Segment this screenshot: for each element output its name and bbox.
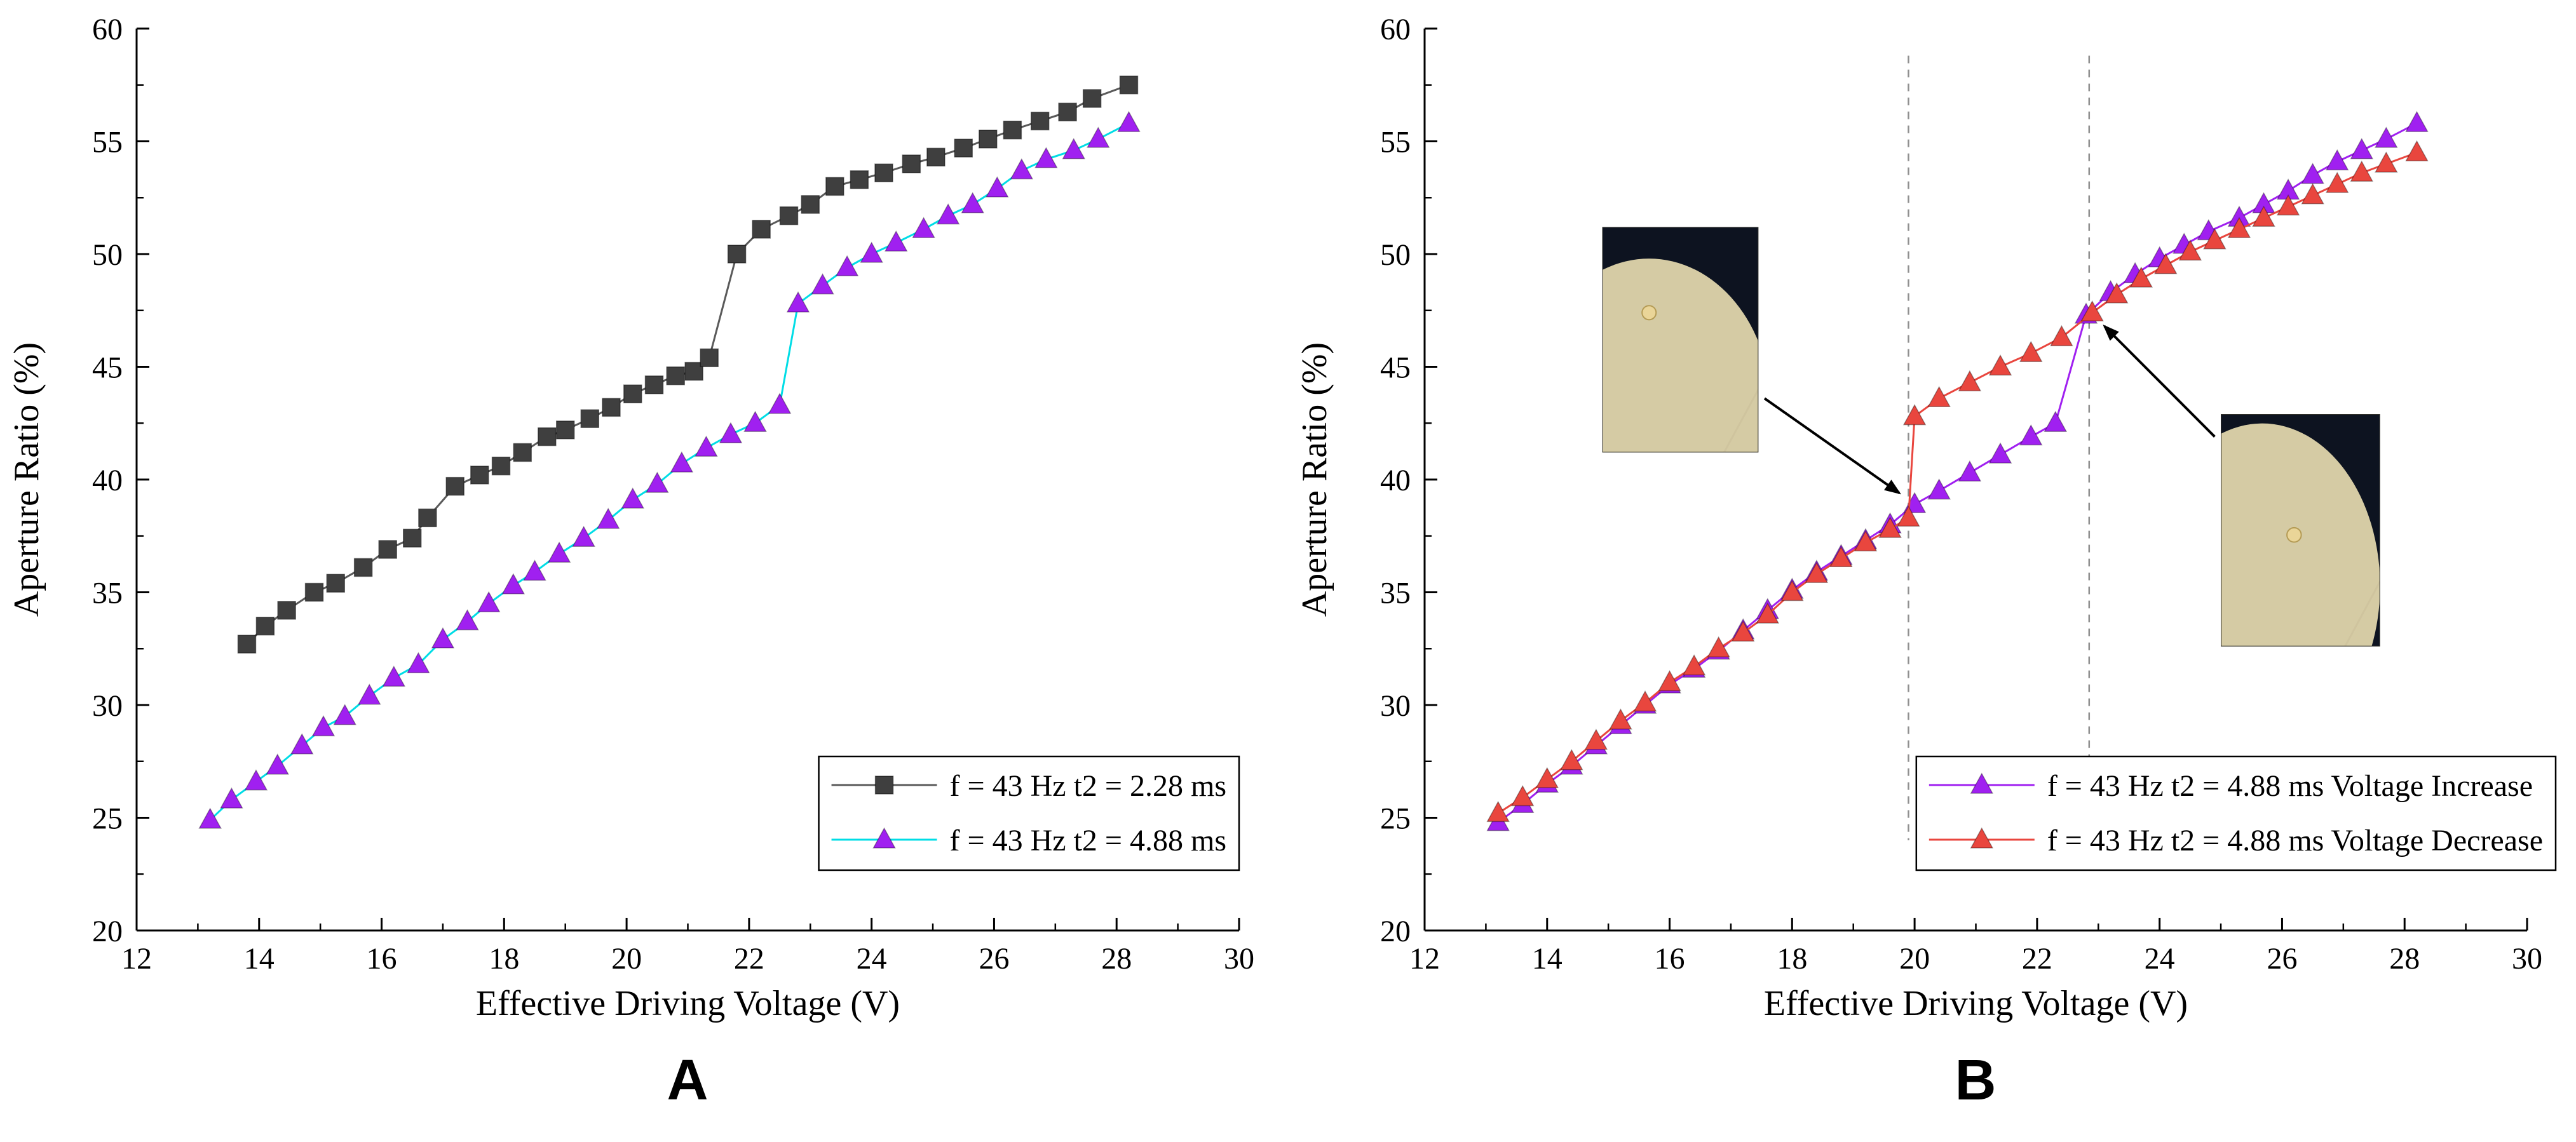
- svg-text:22: 22: [734, 942, 764, 976]
- svg-text:f = 43 Hz t2 = 4.88 ms Voltage: f = 43 Hz t2 = 4.88 ms Voltage Increase: [2047, 769, 2533, 803]
- x-axis-label: Effective Driving Voltage (V): [476, 984, 900, 1023]
- svg-text:25: 25: [92, 802, 123, 836]
- svg-text:30: 30: [1224, 942, 1254, 976]
- annotation-arrow: [2103, 325, 2216, 438]
- svg-text:25: 25: [1380, 802, 1411, 836]
- svg-text:f = 43 Hz t2 = 4.88 ms Voltage: f = 43 Hz t2 = 4.88 ms Voltage Decrease: [2047, 824, 2543, 857]
- svg-text:24: 24: [2145, 942, 2175, 976]
- x-axis-label: Effective Driving Voltage (V): [1764, 984, 2188, 1023]
- series-triangle-e9463e: [1486, 140, 2429, 823]
- y-axis-label: Aperture Ratio (%): [7, 342, 46, 617]
- svg-text:24: 24: [857, 942, 887, 976]
- svg-text:30: 30: [1380, 689, 1411, 723]
- chart-a-canvas: 12 14 16 18 20 22 24 26 28 30 20 25 30 35 40 45 50 55 60 Ef…: [7, 13, 1254, 1023]
- legend: f = 43 Hz t2 = 2.28 ms f = 43 Hz t2 = 4.8…: [818, 755, 1240, 871]
- svg-text:26: 26: [2267, 942, 2297, 976]
- svg-text:45: 45: [1380, 351, 1411, 385]
- svg-text:20: 20: [92, 915, 123, 948]
- svg-text:20: 20: [611, 942, 642, 976]
- svg-text:50: 50: [1380, 238, 1411, 272]
- chart-panel-a: 12 14 16 18 20 22 24 26 28 30 20 25 30 35 40 45 50 55 60 Ef…: [7, 13, 1254, 1112]
- svg-text:22: 22: [2022, 942, 2052, 976]
- svg-text:30: 30: [92, 689, 123, 723]
- svg-text:55: 55: [1380, 126, 1411, 159]
- series-triangle-a020f0: [198, 111, 1141, 829]
- svg-text:16: 16: [367, 942, 397, 976]
- svg-text:12: 12: [121, 942, 152, 976]
- svg-text:60: 60: [92, 13, 123, 46]
- svg-text:20: 20: [1899, 942, 1930, 976]
- annotation-arrow: [1763, 397, 1901, 495]
- panel-label-b: B: [1955, 1049, 1996, 1112]
- series-square-3f3f3f: [237, 76, 1139, 654]
- svg-text:50: 50: [92, 238, 123, 272]
- lc-cell-micrograph-threshold-up: [2221, 414, 2380, 647]
- svg-text:40: 40: [92, 464, 123, 497]
- svg-text:30: 30: [2512, 942, 2542, 976]
- lc-cell-micrograph-threshold-down: [1602, 227, 1759, 453]
- svg-text:f = 43 Hz t2 = 4.88 ms: f = 43 Hz t2 = 4.88 ms: [950, 824, 1226, 857]
- svg-text:35: 35: [1380, 577, 1411, 610]
- svg-text:14: 14: [244, 942, 275, 976]
- svg-text:26: 26: [979, 942, 1009, 976]
- svg-text:55: 55: [92, 126, 123, 159]
- svg-text:18: 18: [1777, 942, 1807, 976]
- svg-text:20: 20: [1380, 915, 1411, 948]
- y-axis-label: Aperture Ratio (%): [1295, 342, 1334, 617]
- svg-text:12: 12: [1409, 942, 1440, 976]
- svg-text:35: 35: [92, 577, 123, 610]
- legend: f = 43 Hz t2 = 4.88 ms Voltage Increase f…: [1915, 755, 2557, 871]
- chart-b-canvas: 12 14 16 18 20 22 24 26 28 30 20 25 30 35 40 45 50 55 60 Ef…: [1295, 13, 2557, 1023]
- svg-text:28: 28: [1101, 942, 1132, 976]
- svg-text:40: 40: [1380, 464, 1411, 497]
- panel-label-a: A: [667, 1049, 708, 1112]
- chart-panel-b: 12 14 16 18 20 22 24 26 28 30 20 25 30 35 40 45 50 55 60 Ef…: [1288, 0, 2576, 1142]
- svg-text:f = 43 Hz t2 = 2.28 ms: f = 43 Hz t2 = 2.28 ms: [950, 769, 1226, 803]
- svg-text:45: 45: [92, 351, 123, 385]
- svg-text:16: 16: [1655, 942, 1685, 976]
- svg-text:28: 28: [2389, 942, 2420, 976]
- svg-text:60: 60: [1380, 13, 1411, 46]
- svg-text:18: 18: [489, 942, 519, 976]
- svg-text:14: 14: [1532, 942, 1563, 976]
